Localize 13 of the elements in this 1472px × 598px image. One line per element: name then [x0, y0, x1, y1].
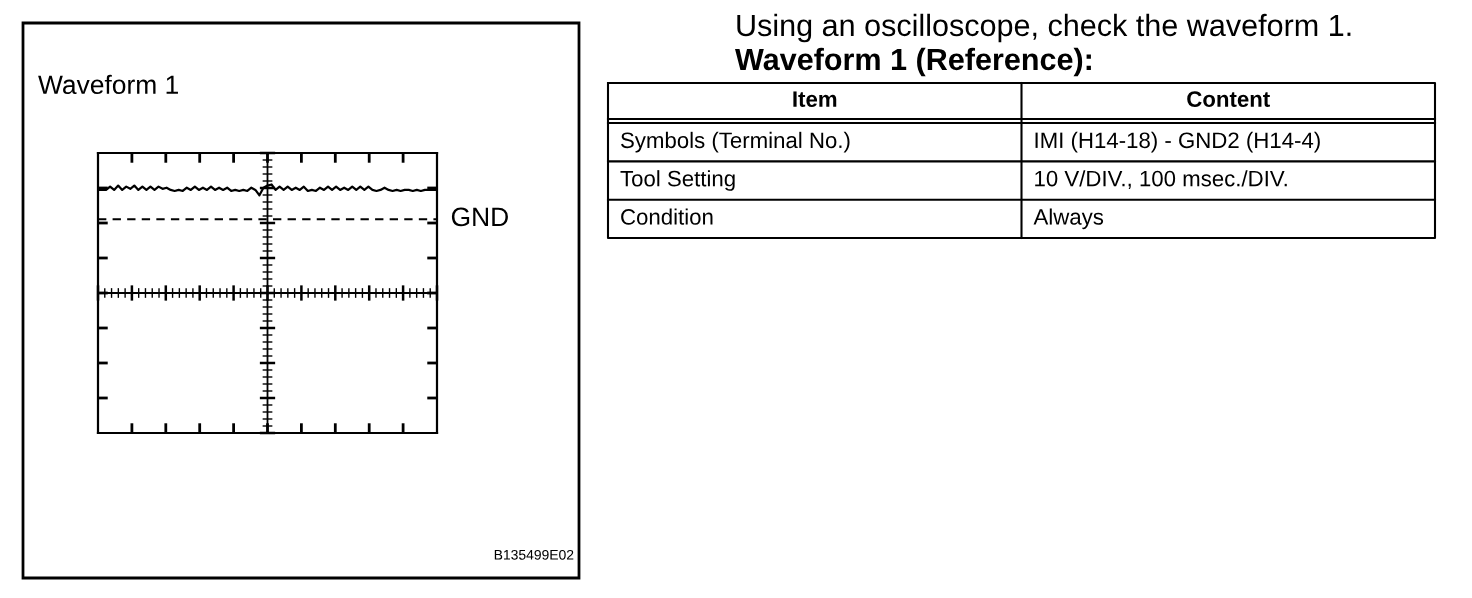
ref-line-label: GND: [451, 207, 508, 227]
text: Always: [1033, 208, 1104, 230]
text: 10 V/DIV., 100 msec./DIV.: [1035, 170, 1287, 190]
category-label: Item: [793, 91, 837, 107]
category-label: Content: [1187, 91, 1270, 107]
text: Tool Setting: [620, 170, 735, 191]
text: Symbols (Terminal No.): [621, 131, 850, 153]
chart-title: Waveform 1: [38, 74, 178, 95]
text: B135499E02: [494, 549, 574, 560]
text: Waveform 1 (Reference):: [735, 47, 1091, 77]
text: Using an oscilloscope, check the waveform 1.: [737, 13, 1351, 43]
text: Condition: [621, 208, 713, 225]
text: IMI (H14-18) - GND2 (H14-4): [1035, 131, 1320, 153]
